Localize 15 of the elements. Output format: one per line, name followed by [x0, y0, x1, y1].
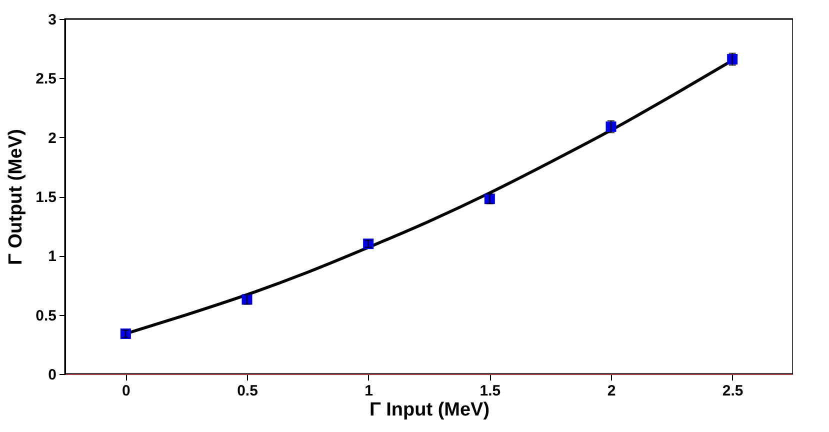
y-tick-label: 2: [48, 130, 56, 147]
y-tick-label: 2.5: [36, 70, 56, 88]
x-tick-label: 0.5: [237, 382, 258, 400]
x-tick-label: 2.5: [722, 382, 744, 400]
y-tick-label: 1: [48, 248, 56, 266]
y-tick-label: 0: [48, 366, 56, 384]
x-axis-title: Γ Input (MeV): [369, 400, 490, 420]
y-tick-label: 3: [48, 12, 56, 28]
x-tick-label: 2: [607, 382, 616, 400]
y-tick-label: 1.5: [36, 189, 56, 206]
x-tick-label: 1: [364, 382, 374, 400]
x-tick-label: 0: [122, 382, 130, 400]
y-axis-title: Γ Output (MeV): [6, 129, 27, 265]
x-tick-label: 1.5: [480, 382, 501, 400]
y-tick-label: 0.5: [36, 307, 56, 324]
